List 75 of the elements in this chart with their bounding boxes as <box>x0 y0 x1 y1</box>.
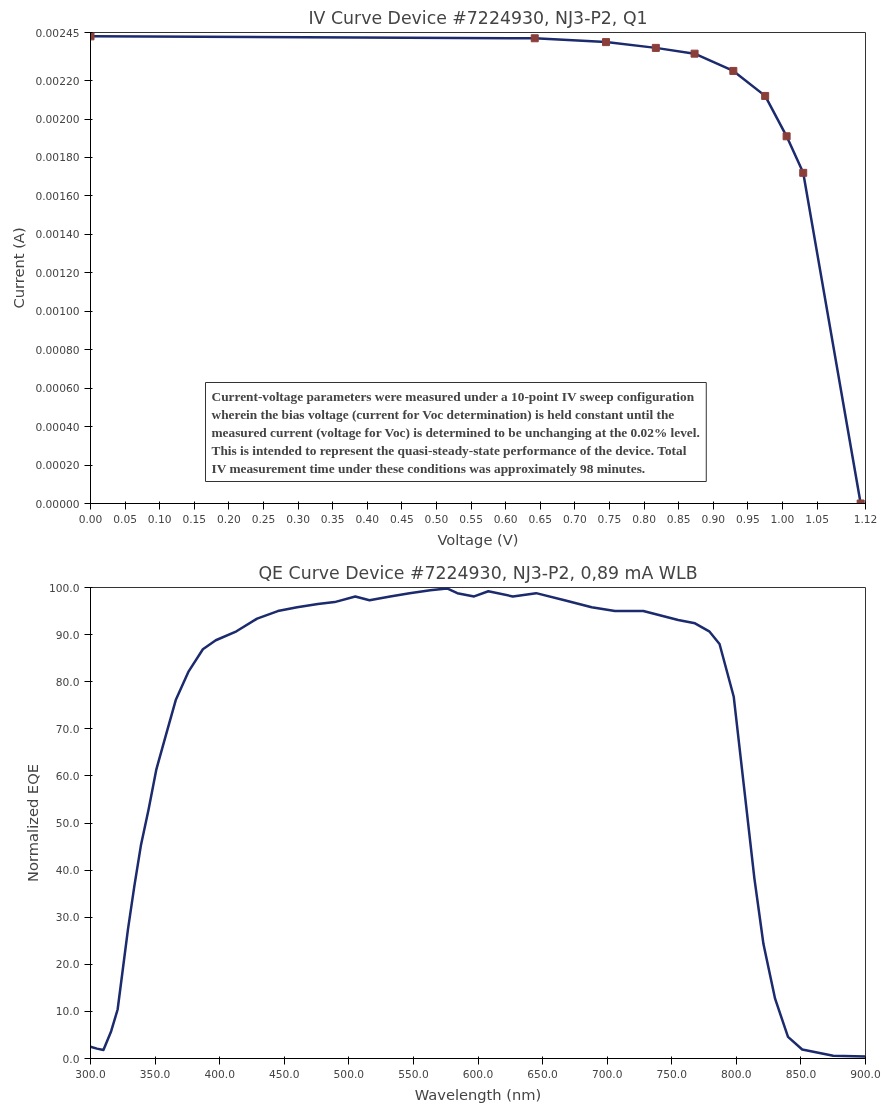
y-tick-label: 0.00200 <box>35 113 80 127</box>
x-tick-label: 0.30 <box>286 512 311 526</box>
x-tick-label: 850.0 <box>785 1067 817 1081</box>
y-tick-label: 0.00160 <box>35 189 80 203</box>
y-tick-label: 80.0 <box>55 675 80 689</box>
chart-title: IV Curve Device #7224930, NJ3-P2, Q1 <box>308 7 648 28</box>
x-tick-label: 0.10 <box>147 512 172 526</box>
x-tick-label: 0.45 <box>390 512 414 526</box>
y-tick-label: 70.0 <box>55 722 80 736</box>
x-tick-label: 0.90 <box>701 512 726 526</box>
point <box>530 34 539 43</box>
x-tick-label: 0.55 <box>459 512 483 526</box>
y-tick-label: 0.0 <box>62 1052 80 1066</box>
y-tick-label: 0.00245 <box>35 26 80 40</box>
x-tick-label: 0.40 <box>355 512 380 526</box>
x-tick-label: 0.60 <box>493 512 518 526</box>
x-tick-label: 400.0 <box>204 1067 236 1081</box>
y-tick-label: 0.00040 <box>35 420 80 434</box>
x-tick-label: 500.0 <box>333 1067 365 1081</box>
y-tick-label: 50.0 <box>55 817 80 830</box>
y-tick-label: 0.00020 <box>35 459 80 473</box>
x-tick-label: 600.0 <box>462 1067 494 1081</box>
point <box>729 66 738 75</box>
x-tick-label: 900.0 <box>850 1067 881 1081</box>
y-tick-label: 0.00060 <box>35 382 80 396</box>
x-tick-label: 350.0 <box>139 1067 171 1081</box>
y-tick-label: 0.00180 <box>35 151 80 165</box>
point <box>799 168 808 177</box>
x-tick-label: 700.0 <box>591 1067 623 1081</box>
x-tick-label: 450.0 <box>269 1067 300 1081</box>
x-tick-label: 0.65 <box>528 512 553 526</box>
x-tick-label: 0.80 <box>632 512 657 526</box>
point <box>651 43 660 52</box>
point <box>761 91 770 100</box>
y-tick-label: 40.0 <box>55 864 80 878</box>
point <box>602 38 611 47</box>
y-tick-label: 30.0 <box>55 911 80 925</box>
y-tick-label: 60.0 <box>55 769 80 783</box>
x-tick-label: 750.0 <box>656 1067 688 1081</box>
x-tick-label: 800.0 <box>721 1067 752 1081</box>
y-tick-label: 0.00220 <box>35 74 80 88</box>
chart-title: QE Curve Device #7224930, NJ3-P2, 0,89 mA WLB <box>258 562 698 583</box>
y-tick-label: 0.00120 <box>35 266 80 280</box>
x-tick-label: 0.75 <box>597 512 622 526</box>
y-tick-label: 10.0 <box>55 1005 80 1019</box>
point <box>782 132 791 141</box>
x-tick-label: 0.70 <box>563 512 587 526</box>
x-axis-title: Voltage (V) <box>437 530 519 548</box>
y-tick-label: 20.0 <box>55 958 80 972</box>
x-axis-title: Wavelength (nm) <box>414 1085 542 1103</box>
point <box>690 49 699 58</box>
y-tick-label: 0.00140 <box>35 228 80 242</box>
y-axis-title: Normalized EQE <box>23 764 41 882</box>
x-tick-label: 0.50 <box>424 512 449 526</box>
x-tick-label: 0.05 <box>113 512 137 526</box>
y-axis-title: Current (A) <box>10 227 28 309</box>
x-tick-label: 0.25 <box>251 512 276 526</box>
x-tick-label: 1.12 <box>853 512 878 526</box>
y-tick-label: 0.00100 <box>35 305 80 319</box>
x-tick-label: 550.0 <box>398 1067 429 1081</box>
x-tick-label: 1.00 <box>770 512 795 526</box>
x-tick-label: 0.35 <box>320 512 345 526</box>
x-tick-label: 0.15 <box>182 512 207 526</box>
x-tick-label: 650.0 <box>527 1067 559 1081</box>
x-tick-label: 300.0 <box>75 1067 106 1081</box>
y-tick-label: 0.00080 <box>35 343 80 357</box>
x-tick-label: 0.95 <box>736 512 760 526</box>
x-tick-label: 0.00 <box>78 512 103 526</box>
annotation: Current-voltage parameters were measured under a 10-point IV sweep configuration wherein the bias voltage (current for Voc determination) is held constant until the measured current (voltage for Voc) is determined to be unchanging at the 0.02% level. This is intended to represent the quasi-steady-state performance of the device. Total IV measurement time under these conditions was approximately 98 minutes. <box>211 388 700 476</box>
x-tick-label: 1.05 <box>805 512 829 526</box>
y-tick-label: 100.0 <box>48 581 80 595</box>
x-tick-label: 0.20 <box>217 512 241 526</box>
y-tick-label: 0.00000 <box>35 497 80 511</box>
x-tick-label: 0.85 <box>666 512 691 526</box>
y-tick-label: 90.0 <box>55 628 80 642</box>
